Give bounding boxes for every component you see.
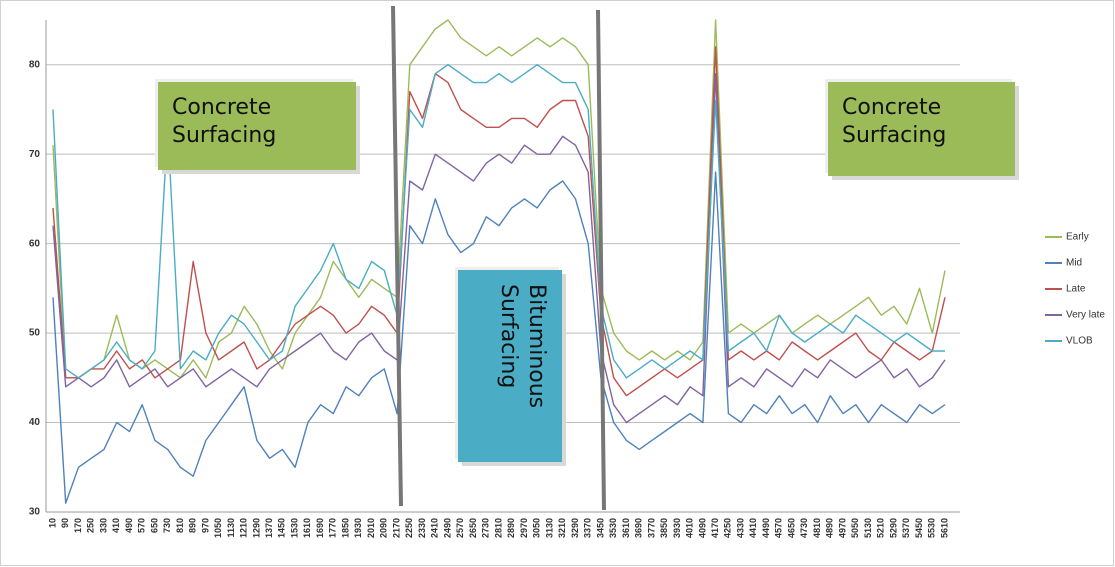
x-tick-label: 330 <box>98 518 108 533</box>
x-tick-label: 5210 <box>876 518 886 538</box>
x-tick-label: 570 <box>137 518 147 533</box>
x-tick-label: 2410 <box>430 518 440 538</box>
x-tick-label: 2650 <box>468 518 478 538</box>
legend-label: VLOB <box>1066 336 1093 347</box>
y-tick-label: 40 <box>29 417 41 428</box>
y-tick-label: 80 <box>29 59 41 70</box>
series-line <box>52 19 946 379</box>
x-tick-label: 650 <box>149 518 159 533</box>
y-tick-label: 60 <box>29 238 41 249</box>
y-tick-label: 50 <box>29 328 41 339</box>
x-tick-label: 2890 <box>506 518 516 538</box>
x-tick-label: 490 <box>124 518 134 533</box>
x-tick-label: 3930 <box>672 518 682 538</box>
x-tick-label: 890 <box>188 518 198 533</box>
annotation: Concrete Surfacing <box>158 82 356 170</box>
x-tick-label: 1450 <box>277 518 287 538</box>
x-tick-label: 3130 <box>544 518 554 538</box>
series-line <box>52 171 946 504</box>
x-tick-label: 5050 <box>850 518 860 538</box>
x-tick-label: 250 <box>86 518 96 533</box>
x-tick-label: 4170 <box>710 518 720 538</box>
x-tick-label: 2010 <box>366 518 376 538</box>
x-tick-label: 3850 <box>659 518 669 538</box>
x-tick-label: 730 <box>162 518 172 533</box>
x-tick-label: 2250 <box>404 518 414 538</box>
x-tick-label: 2570 <box>455 518 465 538</box>
x-tick-label: 5530 <box>927 518 937 538</box>
series-line <box>52 64 945 379</box>
x-tick-label: 170 <box>73 518 83 533</box>
x-tick-label: 3690 <box>634 518 644 538</box>
x-tick-label: 3050 <box>532 518 542 538</box>
x-tick-label: 1370 <box>264 518 274 538</box>
x-tick-label: 2970 <box>519 518 529 538</box>
x-tick-label: 2730 <box>481 518 491 538</box>
x-tick-label: 2090 <box>379 518 389 538</box>
x-tick-label: 2490 <box>442 518 452 538</box>
legend-label: Very late <box>1066 310 1105 321</box>
x-tick-label: 5450 <box>914 518 924 538</box>
x-tick-label: 4010 <box>685 518 695 538</box>
x-tick-label: 4330 <box>735 518 745 538</box>
legend-label: Early <box>1066 232 1089 243</box>
legend-label: Mid <box>1066 258 1082 269</box>
x-tick-label: 1850 <box>340 518 350 538</box>
x-tick-label: 1210 <box>239 518 249 538</box>
x-tick-label: 5610 <box>939 518 949 538</box>
x-tick-label: 1530 <box>289 518 299 538</box>
y-tick-label: 30 <box>29 507 41 518</box>
x-tick-label: 5130 <box>863 518 873 538</box>
x-tick-label: 4410 <box>748 518 758 538</box>
x-tick-label: 90 <box>60 518 70 528</box>
x-tick-label: 4890 <box>825 518 835 538</box>
annotation: Concrete Surfacing <box>828 82 1015 176</box>
x-tick-label: 4250 <box>723 518 733 538</box>
x-tick-label: 1050 <box>213 518 223 538</box>
series-line <box>52 46 946 397</box>
x-tick-label: 1290 <box>251 518 261 538</box>
x-tick-label: 3450 <box>595 518 605 538</box>
x-tick-label: 1690 <box>315 518 325 538</box>
x-tick-label: 970 <box>200 518 210 533</box>
x-tick-label: 10 <box>47 518 57 528</box>
x-tick-label: 1130 <box>226 518 236 538</box>
x-tick-label: 4970 <box>837 518 847 538</box>
legend-label: Late <box>1066 284 1086 295</box>
x-tick-label: 2810 <box>493 518 503 538</box>
x-tick-label: 3210 <box>557 518 567 538</box>
x-tick-label: 4810 <box>812 518 822 538</box>
series-line <box>52 73 946 424</box>
x-tick-label: 5370 <box>901 518 911 538</box>
x-tick-label: 3290 <box>570 518 580 538</box>
x-tick-label: 3770 <box>646 518 656 538</box>
annotation: Bituminous Surfacing <box>458 270 562 462</box>
x-tick-label: 1610 <box>302 518 312 538</box>
x-tick-label: 5290 <box>888 518 898 538</box>
x-tick-label: 410 <box>111 518 121 533</box>
x-tick-label: 4730 <box>799 518 809 538</box>
x-tick-label: 3370 <box>583 518 593 538</box>
x-tick-label: 4570 <box>774 518 784 538</box>
x-tick-label: 3530 <box>608 518 618 538</box>
y-tick-label: 70 <box>29 149 41 160</box>
x-tick-label: 2170 <box>391 518 401 538</box>
x-tick-label: 4090 <box>697 518 707 538</box>
x-tick-label: 810 <box>175 518 185 533</box>
x-tick-label: 4650 <box>786 518 796 538</box>
x-tick-label: 2330 <box>417 518 427 538</box>
x-tick-label: 1770 <box>328 518 338 538</box>
x-tick-label: 4490 <box>761 518 771 538</box>
x-tick-label: 3610 <box>621 518 631 538</box>
x-tick-label: 1930 <box>353 518 363 538</box>
